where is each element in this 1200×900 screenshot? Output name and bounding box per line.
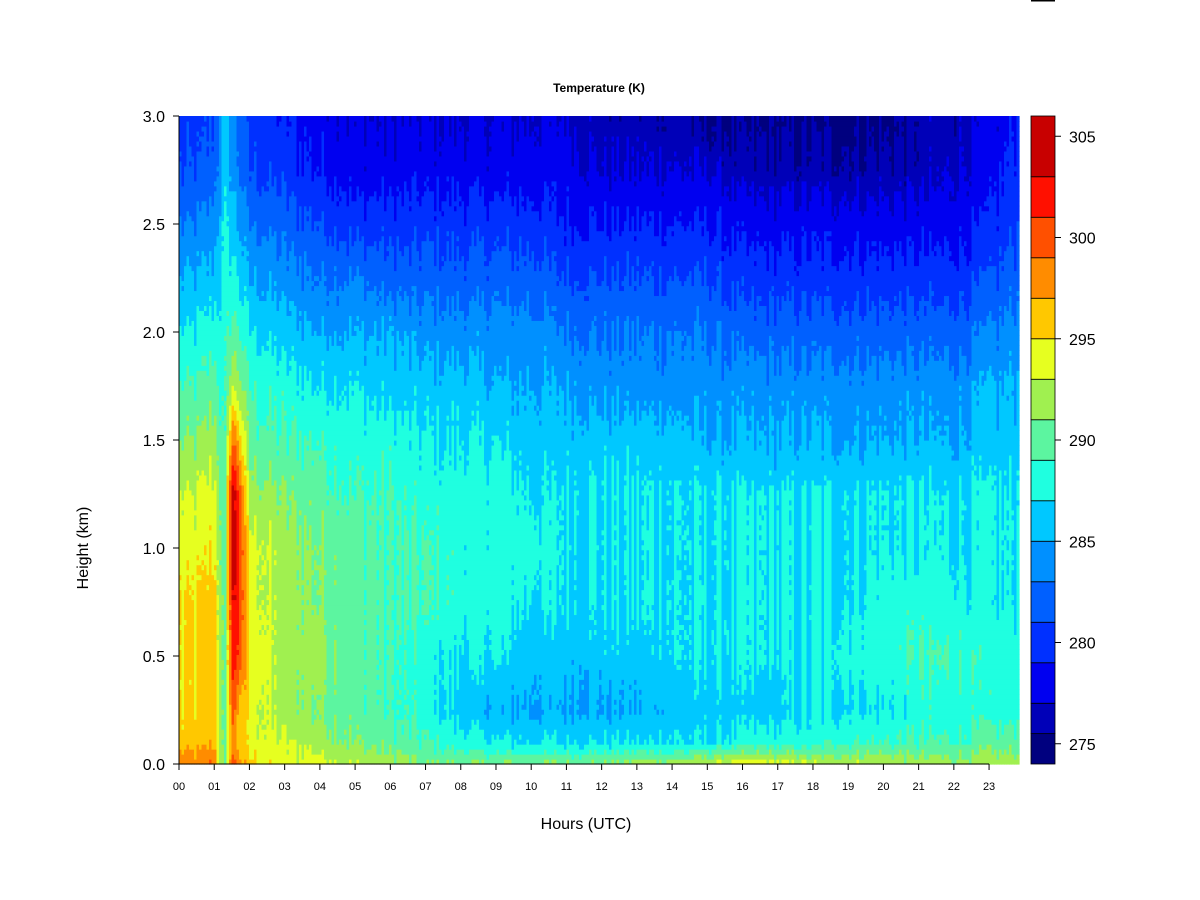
chart-title: Temperature (K) <box>553 81 645 95</box>
heatmap-area <box>179 116 1020 765</box>
top-edge-mark <box>1031 0 1055 2</box>
